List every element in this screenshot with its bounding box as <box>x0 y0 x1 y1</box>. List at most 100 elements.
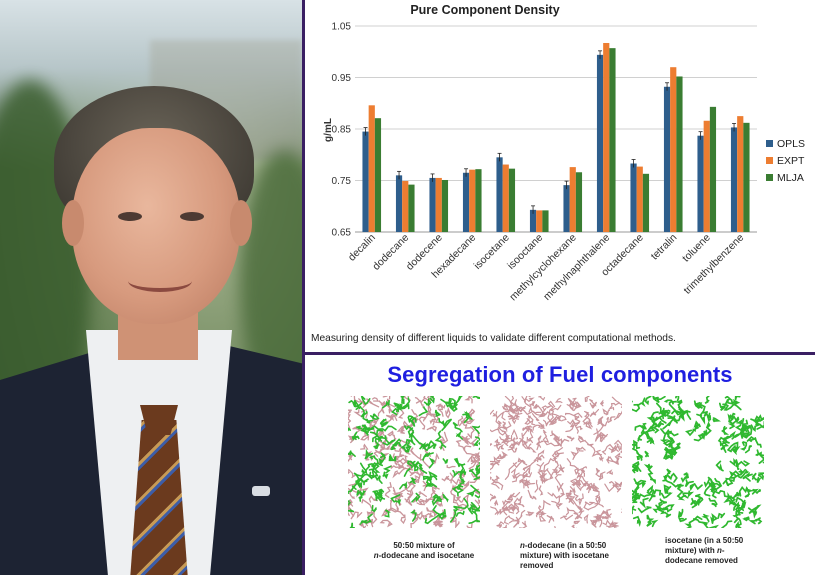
dodecane-molecule <box>591 515 599 527</box>
dodecane-molecule <box>424 410 433 420</box>
isocetane-molecule <box>368 468 379 478</box>
isocetane-molecule <box>473 476 480 481</box>
isocetane-molecule <box>434 430 447 450</box>
dodecane-molecule <box>419 496 436 503</box>
isocetane-molecule <box>360 396 371 406</box>
sim-isocetane-caption-line2: mixture) with n- <box>665 546 785 556</box>
bar-mlja-isooctane <box>542 210 549 232</box>
dodecane-molecule <box>492 411 498 419</box>
dodecane-molecule <box>569 478 580 485</box>
dodecane-molecule <box>575 401 582 409</box>
dodecane-molecule <box>461 493 470 503</box>
isocetane-molecule <box>705 421 712 437</box>
isocetane-molecule <box>722 403 742 411</box>
isocetane-molecule <box>639 497 649 509</box>
photo-face <box>72 128 240 324</box>
y-tick-label: 0.65 <box>332 228 352 239</box>
isocetane-molecule <box>708 497 718 508</box>
dodecane-molecule <box>414 397 426 404</box>
dodecane-molecule <box>379 519 393 528</box>
isocetane-molecule <box>730 444 739 456</box>
dodecane-molecule <box>574 467 584 479</box>
photo-lapel-pin <box>252 486 270 496</box>
isocetane-molecule <box>634 479 647 489</box>
dodecane-molecule <box>385 415 398 425</box>
isocetane-molecule <box>648 491 656 502</box>
isocetane-molecule <box>666 430 679 437</box>
isocetane-molecule <box>753 419 764 429</box>
dodecane-molecule <box>511 467 518 483</box>
isocetane-molecule <box>390 441 397 451</box>
isocetane-molecule <box>650 489 662 496</box>
dodecane-molecule <box>353 409 363 418</box>
isocetane-molecule <box>717 512 726 519</box>
dodecane-molecule <box>541 405 551 409</box>
isocetane-molecule <box>368 455 383 467</box>
dodecane-molecule <box>414 470 425 479</box>
isocetane-molecule <box>724 396 734 405</box>
dodecane-molecule <box>537 499 551 512</box>
dodecane-molecule <box>501 524 508 528</box>
dodecane-molecule <box>490 428 504 436</box>
legend-label-opls: OPLS <box>777 138 805 150</box>
isocetane-molecule <box>730 501 739 507</box>
dodecane-molecule <box>404 480 415 490</box>
isocetane-molecule <box>472 396 480 399</box>
isocetane-molecule <box>404 425 415 432</box>
bar-opls-toluene <box>697 135 704 232</box>
isocetane-molecule <box>361 424 374 431</box>
dodecane-molecule <box>361 408 368 419</box>
isocetane-molecule <box>735 520 742 528</box>
dodecane-molecule <box>571 481 588 492</box>
isocetane-molecule <box>660 510 672 518</box>
isocetane-molecule <box>410 432 425 450</box>
dodecane-molecule <box>490 456 501 466</box>
sim-dodecane-caption-line1: n-dodecane (in a 50:50 <box>520 541 640 551</box>
isocetane-molecule <box>348 485 357 494</box>
dodecane-molecule <box>542 429 548 441</box>
isocetane-molecule <box>633 439 641 450</box>
dodecane-molecule <box>546 465 562 480</box>
dodecane-molecule <box>572 486 579 502</box>
dodecane-molecule <box>538 422 546 429</box>
dodecane-molecule <box>502 421 512 433</box>
dodecane-molecule <box>597 416 604 425</box>
dodecane-molecule <box>352 426 362 433</box>
dodecane-molecule <box>566 458 579 470</box>
dodecane-molecule <box>543 457 556 479</box>
isocetane-molecule <box>438 417 446 432</box>
isocetane-molecule <box>649 421 657 432</box>
dodecane-molecule <box>511 414 520 425</box>
dodecane-molecule <box>490 409 494 415</box>
dodecane-molecule <box>554 436 570 448</box>
isocetane-molecule <box>646 514 655 527</box>
dodecane-molecule <box>360 434 370 441</box>
isocetane-molecule <box>382 465 392 474</box>
dodecane-molecule <box>504 396 512 406</box>
bar-opls-octadecane <box>630 163 637 232</box>
isocetane-molecule <box>378 488 386 500</box>
isocetane-molecule <box>453 457 461 467</box>
isocetane-molecule <box>664 485 672 494</box>
isocetane-molecule <box>754 518 763 525</box>
dodecane-molecule <box>523 472 532 479</box>
isocetane-molecule <box>659 498 667 504</box>
sim-isocetane-caption-line1: isocetane (in a 50:50 <box>665 536 744 545</box>
isocetane-molecule <box>663 448 677 460</box>
isocetane-molecule <box>400 396 405 405</box>
isocetane-molecule <box>737 469 749 479</box>
isocetane-molecule <box>411 460 419 472</box>
y-tick-label: 0.85 <box>332 125 352 136</box>
isocetane-molecule <box>644 450 649 458</box>
isocetane-molecule <box>661 407 667 420</box>
dodecane-molecule <box>467 426 476 439</box>
dodecane-molecule <box>511 428 519 440</box>
isocetane-molecule <box>680 473 689 483</box>
sim-dodecane-molecules <box>490 396 622 528</box>
isocetane-molecule <box>632 515 641 527</box>
isocetane-molecule <box>468 468 477 477</box>
dodecane-molecule <box>566 493 576 505</box>
dodecane-molecule <box>571 524 577 528</box>
isocetane-molecule <box>728 473 736 482</box>
dodecane-molecule <box>348 501 354 507</box>
